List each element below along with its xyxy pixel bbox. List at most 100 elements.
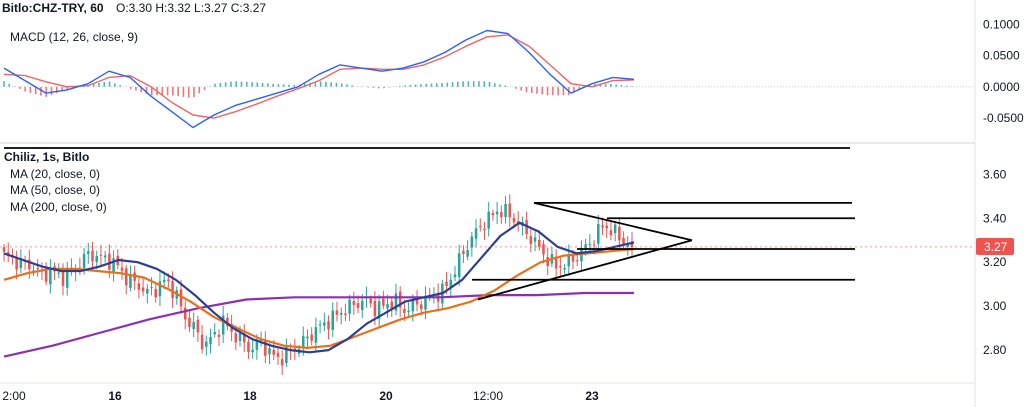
candle-body bbox=[495, 211, 499, 215]
candle-body bbox=[403, 308, 406, 314]
candle-body bbox=[407, 310, 410, 312]
candle-body bbox=[500, 212, 503, 217]
candle-body bbox=[192, 321, 195, 329]
candle-body bbox=[264, 340, 267, 356]
candle-body bbox=[272, 349, 276, 355]
candle-body bbox=[2, 247, 6, 252]
candle-body bbox=[49, 268, 52, 285]
ma50-label[interactable]: MA (50, close, 0) bbox=[10, 183, 100, 197]
macd-line bbox=[3, 29, 635, 129]
ma200-label[interactable]: MA (200, close, 0) bbox=[10, 200, 107, 214]
candle-body bbox=[327, 321, 330, 330]
candle-body bbox=[108, 253, 111, 270]
ma20-label[interactable]: MA (20, close, 0) bbox=[10, 167, 100, 181]
candle-body bbox=[247, 341, 250, 352]
candle-body bbox=[179, 289, 183, 307]
candle-body bbox=[373, 300, 377, 317]
ma20-line bbox=[3, 221, 635, 354]
candle-body bbox=[352, 301, 356, 305]
candle-body bbox=[95, 256, 98, 263]
macd-tick-label: 0.1000 bbox=[983, 17, 1020, 31]
x-tick-label: 12:00 bbox=[473, 389, 503, 403]
candle-body bbox=[546, 257, 549, 267]
candle-body bbox=[504, 203, 507, 217]
candle-body bbox=[221, 315, 225, 335]
candle-body bbox=[533, 237, 537, 242]
candle-body bbox=[242, 333, 246, 343]
drawing-tools-layer[interactable] bbox=[4, 147, 855, 301]
candle-body bbox=[188, 317, 191, 327]
candle-body bbox=[238, 332, 242, 341]
candle-body bbox=[234, 333, 238, 343]
candle-body bbox=[57, 272, 61, 274]
candle-body bbox=[251, 349, 254, 353]
candle-body bbox=[457, 253, 461, 278]
macd-panel bbox=[0, 29, 975, 129]
candle-body bbox=[344, 313, 347, 315]
candle-body bbox=[542, 244, 545, 255]
candle-body bbox=[310, 334, 313, 341]
candle-body bbox=[158, 281, 162, 297]
candle-body bbox=[276, 352, 280, 357]
candle-body bbox=[449, 279, 453, 289]
axes: 3.60 3.40 3.20 3.00 2.80 0.1000 0.0500 0.0000 -0… bbox=[2, 17, 1024, 403]
candle-body bbox=[445, 281, 448, 286]
candle-body bbox=[331, 310, 335, 330]
candle-body bbox=[301, 335, 305, 347]
price-panel bbox=[0, 194, 975, 375]
candle-body bbox=[171, 281, 174, 299]
candle-body bbox=[103, 255, 107, 258]
last-price-value: 3.27 bbox=[984, 240, 1008, 254]
macd-tick-label: 0.0000 bbox=[983, 80, 1020, 94]
candle-body bbox=[15, 258, 18, 270]
candle-body bbox=[462, 250, 465, 254]
macd-indicator-label[interactable]: MACD (12, 26, close, 9) bbox=[10, 30, 138, 44]
price-tick-label: 3.40 bbox=[983, 211, 1007, 225]
candle-body bbox=[285, 346, 288, 363]
candle-body bbox=[205, 341, 208, 347]
candle-body bbox=[369, 298, 372, 304]
symbol-title: Bitlo:CHZ-TRY, 60 bbox=[2, 1, 104, 15]
candle-body bbox=[183, 307, 187, 320]
candle-body bbox=[255, 340, 259, 350]
x-tick-label: 23 bbox=[585, 389, 599, 403]
candle-body bbox=[36, 267, 39, 269]
candle-body bbox=[200, 334, 204, 350]
last-price-badge bbox=[976, 238, 1014, 255]
triangle-upper-edge bbox=[533, 202, 693, 242]
candle-body bbox=[217, 334, 221, 337]
candle-body bbox=[474, 228, 478, 239]
candle-body bbox=[597, 224, 600, 244]
candle-body bbox=[538, 239, 541, 247]
candle-body bbox=[398, 291, 402, 308]
candle-body bbox=[601, 225, 604, 228]
macd-tick-label: 0.0500 bbox=[983, 49, 1020, 63]
candle-body bbox=[394, 293, 398, 311]
candle-body bbox=[483, 228, 486, 231]
candle-body bbox=[61, 270, 65, 286]
candle-body bbox=[487, 211, 490, 229]
x-tick-label: 20 bbox=[379, 389, 393, 403]
triangle-lower-edge bbox=[477, 239, 693, 301]
candle-body bbox=[508, 203, 512, 218]
signal-line bbox=[3, 34, 635, 119]
candle-body bbox=[419, 304, 423, 310]
candle-body bbox=[112, 258, 115, 272]
price-tick-label: 3.20 bbox=[983, 255, 1007, 269]
price-tick-label: 3.00 bbox=[983, 299, 1007, 313]
candle-body bbox=[559, 266, 562, 268]
candle-body bbox=[87, 251, 90, 254]
candle-body bbox=[28, 259, 31, 270]
series-label[interactable]: Chiliz, 1s, Bitlo bbox=[4, 150, 89, 164]
candle-body bbox=[613, 224, 617, 234]
macd-tick-label: -0.0500 bbox=[983, 111, 1024, 125]
candle-body bbox=[78, 267, 82, 269]
candle-body bbox=[280, 359, 284, 366]
candle-body bbox=[609, 230, 613, 236]
candle-body bbox=[382, 298, 385, 306]
candle-body bbox=[360, 300, 364, 311]
candle-body bbox=[411, 300, 415, 312]
candle-body bbox=[390, 301, 394, 309]
candle-body bbox=[91, 250, 94, 262]
